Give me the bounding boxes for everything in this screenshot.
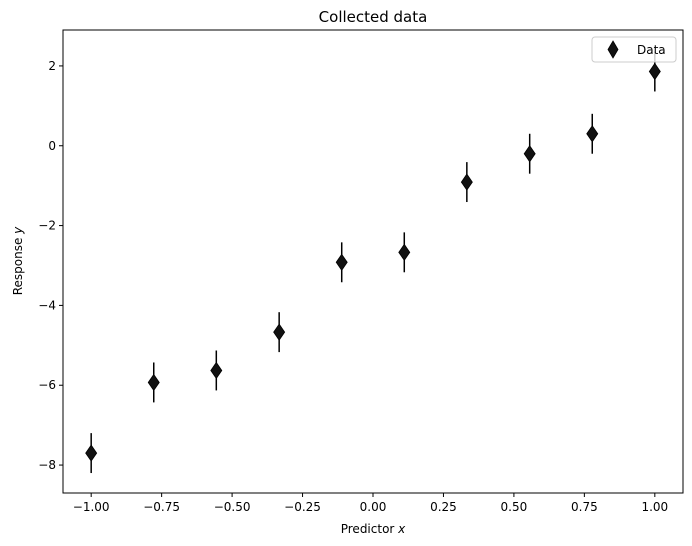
y-tick-label: −8 [38,458,56,472]
x-tick-label: 1.00 [641,500,668,514]
x-axis-label-variable: x [397,522,406,536]
y-tick-label: 2 [48,59,56,73]
legend-label: Data [637,43,666,57]
y-axis-label: Response y [11,226,25,295]
y-tick-label: −4 [38,298,56,312]
data-point-diamond [335,253,348,272]
data-point-diamond [523,145,536,163]
data-point-diamond [273,323,286,341]
y-axis-label-text: Response [11,234,25,295]
x-tick-label: 0.00 [360,500,387,514]
data-point-diamond [210,361,223,380]
x-axis-label-text: Predictor [341,522,398,536]
x-tick-label: 0.75 [571,500,598,514]
x-tick-label: −0.25 [284,500,321,514]
chart-title: Collected data [319,8,428,26]
data-point-diamond [460,173,473,191]
data-point-diamond [147,373,160,392]
data-points [85,51,661,474]
x-axis-ticks: −1.00 −0.75 −0.50 −0.25 0.00 0.25 0.50 0.75 1.00 [73,493,668,514]
x-tick-label: 0.50 [501,500,528,514]
plot-frame [62,29,684,494]
x-tick-label: −1.00 [73,500,110,514]
data-point-diamond [586,125,599,143]
x-tick-label: −0.75 [143,500,180,514]
legend: Data [591,36,677,63]
y-tick-label: −6 [38,378,56,392]
x-tick-label: −0.50 [214,500,251,514]
data-point-diamond [648,62,661,81]
data-point-diamond [398,243,411,262]
y-axis-label-variable: y [11,226,25,235]
y-tick-label: −2 [38,219,56,233]
x-axis-label: Predictor x [341,522,406,536]
x-tick-label: 0.25 [430,500,457,514]
y-tick-label: 0 [48,139,56,153]
y-axis-ticks: −8 −6 −4 −2 0 2 [38,59,63,472]
legend-marker-diamond [607,40,619,59]
data-point-diamond [85,444,98,462]
